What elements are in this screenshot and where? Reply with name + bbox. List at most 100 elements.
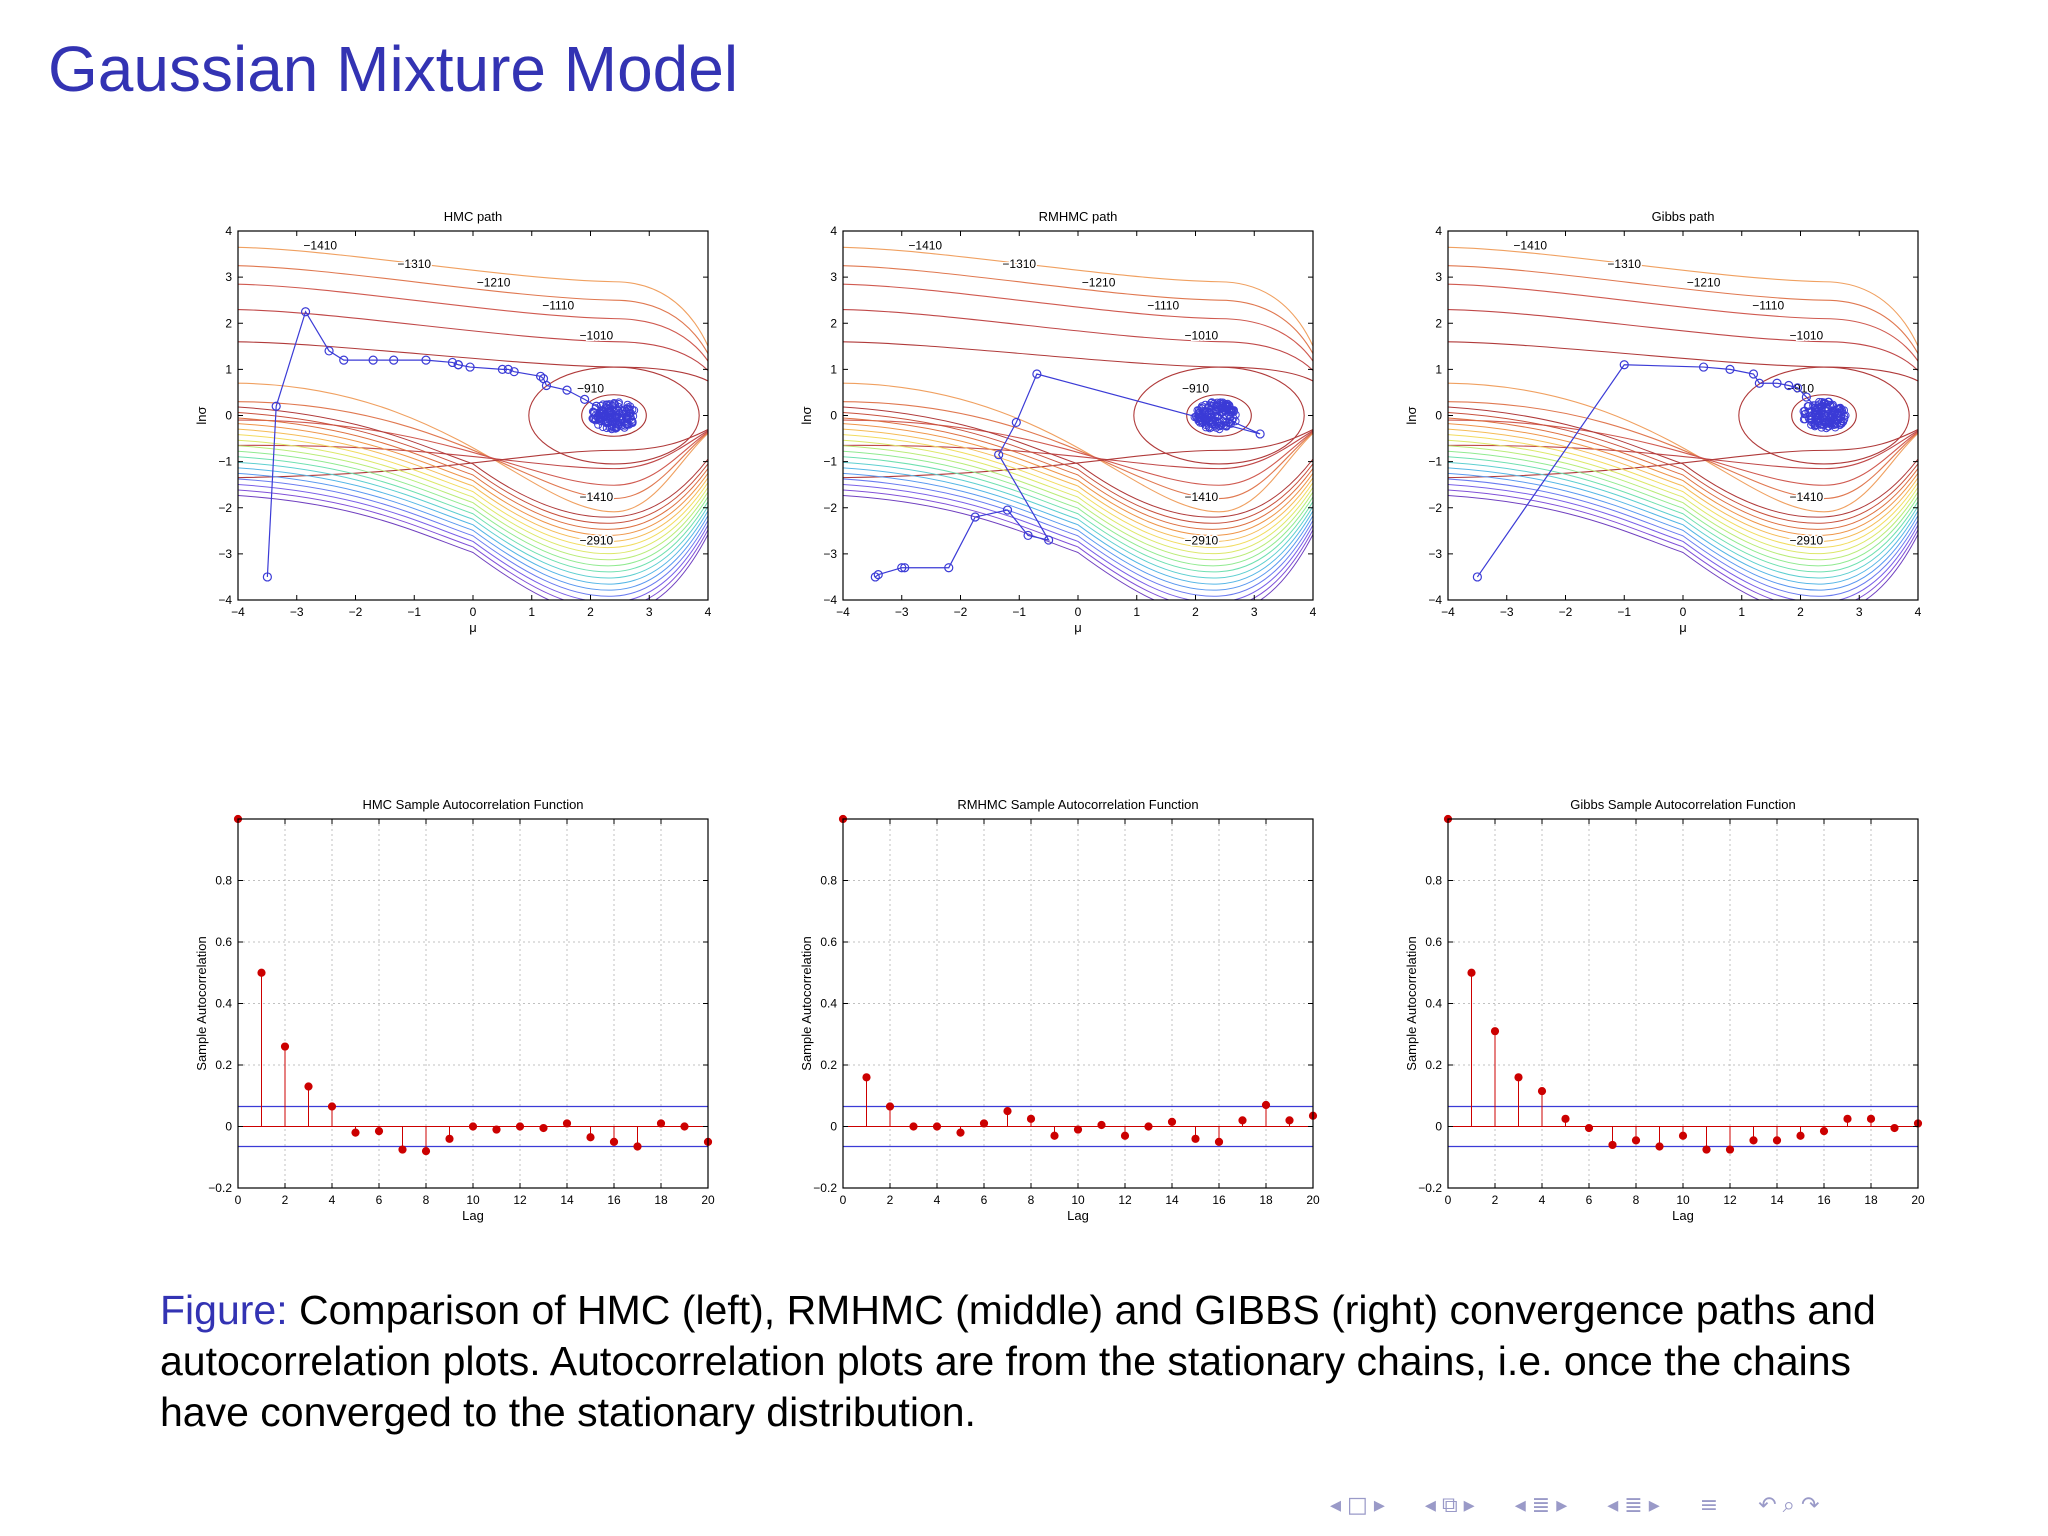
x-tick-label: 16 <box>1817 1193 1831 1207</box>
stem-marker <box>445 1134 454 1143</box>
x-axis-label: μ <box>1074 620 1082 635</box>
chart-title: RMHMC path <box>1039 209 1118 224</box>
triangle-left-icon[interactable]: ◂ <box>1330 1492 1342 1518</box>
cluster-point <box>1207 398 1216 408</box>
contour-line <box>1448 309 1918 372</box>
stem-marker <box>398 1145 407 1154</box>
contour-line <box>238 484 708 600</box>
acf-chart-3: HMC Sample Autocorrelation Function 0 2 4 6 8… <box>194 797 715 1223</box>
stem-marker <box>257 968 266 977</box>
x-tick-label: 0 <box>840 1193 847 1207</box>
triangle-right-icon[interactable]: ▸ <box>1648 1492 1660 1518</box>
path-point <box>580 394 590 404</box>
triangle-right-icon[interactable]: ▸ <box>1373 1492 1385 1518</box>
cluster-point <box>1835 408 1844 417</box>
cluster-point <box>1222 418 1231 427</box>
cluster-point <box>1811 405 1820 414</box>
y-tick-label: −4 <box>823 593 837 607</box>
x-tick-label: 20 <box>1911 1193 1925 1207</box>
contour-label: −1110 <box>1752 298 1784 312</box>
stem-marker <box>374 1127 384 1136</box>
stem-marker <box>1167 1117 1177 1126</box>
contour-line <box>843 309 1313 372</box>
undo-icon[interactable]: ↶ <box>1758 1492 1777 1518</box>
stem-marker <box>932 1122 942 1131</box>
section-icon[interactable]: ⧉ <box>1441 1492 1458 1518</box>
contour-line <box>1448 341 1918 382</box>
x-tick-label: 16 <box>1212 1193 1226 1207</box>
x-tick-label: 1 <box>528 605 535 619</box>
stem-marker <box>1144 1122 1153 1131</box>
path-point <box>1792 383 1803 393</box>
x-tick-label: 18 <box>654 1193 668 1207</box>
chart-title: Gibbs path <box>1652 209 1715 224</box>
contour-line <box>843 484 1313 600</box>
stem-marker <box>1631 1136 1641 1145</box>
contour-line <box>1448 401 1918 500</box>
x-tick-label: 10 <box>1676 1193 1690 1207</box>
contour-line <box>238 472 708 591</box>
search-icon[interactable]: ⌕ <box>1782 1492 1795 1518</box>
path-point <box>1754 378 1764 388</box>
contour-label: −1010 <box>1185 328 1219 342</box>
contour-line <box>238 283 708 363</box>
path-point <box>339 355 349 365</box>
stem-marker <box>633 1142 642 1151</box>
stem-marker <box>492 1125 501 1134</box>
y-axis-label: lnσ <box>799 406 814 424</box>
contour-line <box>1448 445 1918 561</box>
sampler-path <box>874 373 1261 578</box>
align-icon[interactable]: ≡ <box>1699 1492 1719 1518</box>
x-tick-label: −3 <box>895 605 909 619</box>
x-tick-label: 3 <box>1856 605 1863 619</box>
path-point <box>1023 530 1033 541</box>
triangle-right-icon[interactable]: ▸ <box>1463 1492 1475 1518</box>
cluster-point <box>1817 406 1826 415</box>
y-tick-label: −3 <box>1428 547 1442 561</box>
contour-line <box>238 428 708 479</box>
x-tick-label: 14 <box>1165 1193 1179 1207</box>
cluster-point <box>1835 420 1845 430</box>
contour-line <box>238 478 708 597</box>
triangle-right-icon[interactable]: ▸ <box>1556 1492 1568 1518</box>
contour-chart-2: −1410−1310−1210−1110−1010−910−1410−2910G… <box>1404 209 1922 635</box>
contour-label: −1410 <box>908 238 942 252</box>
contour-line <box>843 461 1313 579</box>
path-point <box>897 563 907 573</box>
contour-label: −1110 <box>542 298 574 312</box>
contour-line <box>843 406 1313 518</box>
contour-line <box>843 428 1313 542</box>
contour-line <box>843 456 1313 573</box>
cluster-point <box>622 420 631 429</box>
triangle-left-icon[interactable]: ◂ <box>1424 1492 1436 1518</box>
stem-marker <box>1772 1136 1782 1145</box>
x-tick-label: 2 <box>1192 605 1199 619</box>
stem-marker <box>1796 1131 1805 1140</box>
triangle-left-icon[interactable]: ◂ <box>1514 1492 1526 1518</box>
cluster-point <box>591 404 600 413</box>
y-tick-label: 0 <box>225 409 232 423</box>
redo-icon[interactable]: ↷ <box>1800 1492 1820 1518</box>
sampler-path <box>266 310 618 577</box>
chart-title: RMHMC Sample Autocorrelation Function <box>957 797 1198 812</box>
contour-line <box>238 423 708 536</box>
x-tick-label: 0 <box>235 1193 242 1207</box>
cluster-point <box>598 406 607 415</box>
contour-line <box>1448 472 1918 591</box>
contour-line <box>1448 467 1918 585</box>
triangle-left-icon[interactable]: ◂ <box>1607 1492 1619 1518</box>
x-tick-label: 10 <box>466 1193 480 1207</box>
x-tick-label: 12 <box>513 1193 527 1207</box>
contour-line <box>843 417 1313 530</box>
x-tick-label: −1 <box>407 605 421 619</box>
cluster-point <box>1827 407 1836 417</box>
y-tick-label: 0.6 <box>1425 935 1442 949</box>
slide-icon[interactable]: ≣ <box>1624 1492 1643 1518</box>
subsection-icon[interactable]: ≣ <box>1531 1492 1551 1518</box>
contour-line <box>238 309 708 372</box>
stem-marker <box>1866 1114 1876 1123</box>
frame-icon[interactable]: □ <box>1347 1492 1368 1518</box>
path-point <box>1698 362 1709 372</box>
x-tick-label: 4 <box>1310 605 1317 619</box>
y-tick-label: 0.6 <box>215 935 232 949</box>
